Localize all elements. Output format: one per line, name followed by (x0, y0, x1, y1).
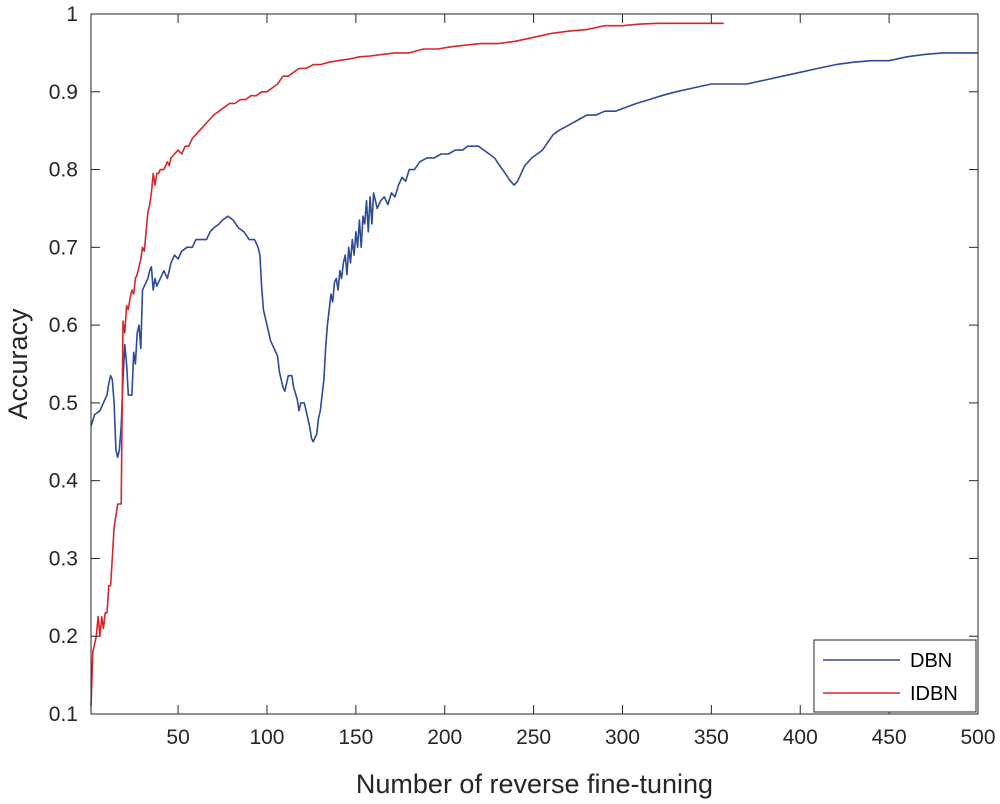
x-tick-label: 100 (249, 726, 284, 749)
x-tick-label: 150 (338, 726, 373, 749)
y-tick-label: 1 (66, 3, 78, 26)
legend-label-idbn: IDBN (910, 683, 958, 705)
plot-frame (90, 13, 979, 715)
y-tick-label: 0.7 (49, 236, 78, 259)
y-tick-label: 0.6 (49, 314, 78, 337)
x-tick-label: 200 (427, 726, 462, 749)
legend-label-dbn: DBN (910, 650, 952, 672)
series-line-idbn (90, 22, 724, 707)
x-tick-label: 400 (783, 726, 818, 749)
x-tick-label: 50 (166, 726, 189, 749)
plot-area: 50 100 150 200 250 300 350 400 450 500 0.1 0.2 0.3 0.… (49, 3, 996, 749)
x-tick-label: 450 (872, 726, 907, 749)
legend-box (813, 639, 977, 713)
y-tick-label: 0.5 (49, 392, 78, 415)
series-line-dbn (90, 52, 978, 459)
y-tick-label: 0.2 (49, 625, 78, 648)
y-tick-label: 0.3 (49, 547, 78, 570)
y-tick-label: 0.1 (49, 703, 78, 726)
ticks-layer: 50 100 150 200 250 300 350 400 450 500 0.1 0.2 0.3 0.… (49, 3, 996, 749)
x-tick-label: 500 (960, 726, 995, 749)
y-axis-label: Accuracy (3, 308, 33, 420)
y-tick-label: 0.9 (49, 81, 78, 104)
legend: DBN IDBN (813, 639, 977, 713)
x-tick-label: 300 (605, 726, 640, 749)
x-tick-label: 350 (694, 726, 729, 749)
x-tick-label: 250 (516, 726, 551, 749)
series-layer (90, 22, 978, 707)
y-tick-label: 0.4 (49, 470, 79, 493)
y-tick-label: 0.8 (49, 159, 78, 182)
x-axis-label: Number of reverse fine-tuning (356, 769, 713, 799)
